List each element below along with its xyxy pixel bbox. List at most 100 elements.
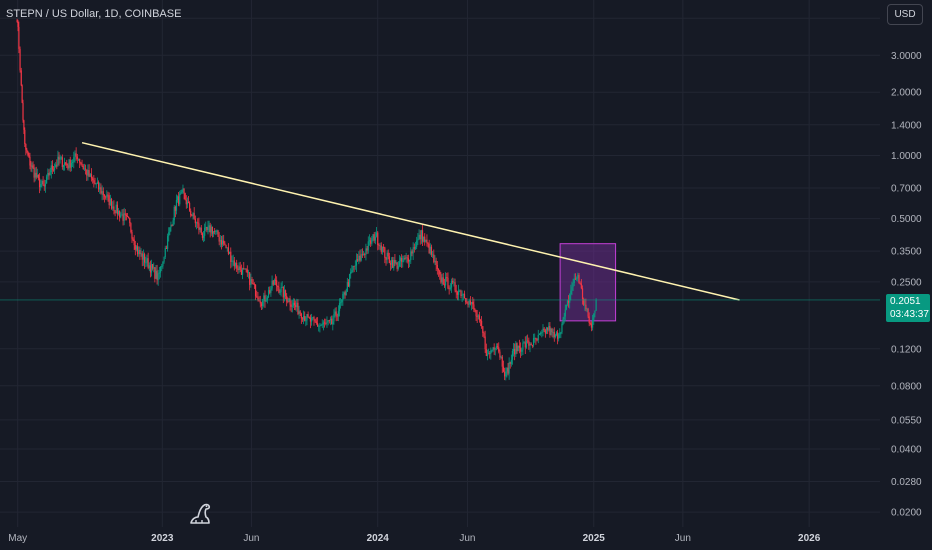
candle-body — [269, 290, 271, 293]
candle-body — [302, 316, 305, 320]
candle-body — [113, 206, 115, 211]
candle-body — [371, 238, 373, 244]
candle-body — [159, 266, 162, 273]
candle-body — [500, 356, 502, 358]
candle-body — [499, 351, 501, 358]
candle-body — [565, 304, 567, 310]
candle-body — [205, 226, 207, 228]
candle-body — [21, 85, 23, 103]
candle-body — [247, 272, 250, 274]
candle-body — [509, 362, 511, 364]
candle-body — [175, 200, 178, 211]
candle-body — [448, 288, 450, 290]
candle-body — [584, 304, 586, 306]
candle-body — [74, 153, 76, 158]
candle-body — [206, 226, 208, 230]
candle-body — [419, 234, 421, 240]
time-axis[interactable]: May 2023 Jun 2024 Jun 2025 Jun 2026 — [8, 533, 820, 544]
candle-body — [390, 260, 393, 265]
candle-body — [209, 225, 211, 233]
candle-body — [103, 195, 106, 197]
candle-body — [53, 167, 56, 171]
currency-button[interactable]: USD — [887, 4, 923, 25]
candle-body — [326, 321, 328, 324]
candle-body — [107, 194, 109, 196]
candle-body — [121, 214, 123, 216]
candle-body — [387, 252, 389, 257]
trendline-drawing[interactable] — [81, 141, 740, 301]
candle-body — [105, 196, 107, 198]
candle-body — [174, 206, 176, 211]
candle-body — [266, 297, 268, 301]
candle-body — [185, 199, 187, 205]
candle-body — [446, 277, 448, 278]
candle-body — [542, 328, 544, 333]
candle-body — [528, 340, 530, 346]
candle-body — [93, 180, 95, 183]
candle-body — [418, 234, 420, 239]
candle-body — [120, 214, 122, 218]
candle-body — [168, 232, 170, 237]
candle-body — [515, 343, 517, 355]
candle-body — [527, 340, 529, 342]
candle-body — [16, 20, 18, 22]
candle-body — [478, 315, 480, 321]
candle-body — [231, 261, 233, 262]
candle-body — [338, 302, 341, 312]
candle-body — [57, 156, 59, 165]
candle-body — [328, 320, 330, 321]
price-tick-label: 0.0800 — [891, 381, 922, 392]
candle-body — [485, 349, 487, 356]
candle-body — [271, 280, 273, 289]
candle-body — [119, 210, 121, 218]
candle-body — [441, 277, 443, 283]
candle-body — [457, 290, 460, 295]
candle-body — [42, 180, 44, 185]
candle-body — [291, 305, 293, 307]
candle-body — [210, 226, 212, 233]
candle-body — [549, 325, 551, 335]
candle-body — [139, 249, 141, 255]
candle-body — [41, 180, 43, 185]
candle-body — [62, 165, 65, 167]
candle-body — [47, 172, 49, 177]
candle-body — [521, 349, 523, 352]
candle-body — [88, 170, 90, 177]
candle-body — [493, 347, 495, 350]
candle-body — [570, 290, 572, 295]
candle-body — [333, 314, 335, 322]
candle-body — [507, 367, 509, 374]
candle-body — [162, 261, 164, 267]
candle-body — [76, 156, 78, 160]
trendline[interactable] — [81, 141, 740, 301]
candle-body — [545, 327, 548, 334]
price-tick-label: 0.7000 — [891, 183, 922, 194]
candle-body — [274, 279, 277, 281]
tradingview-dino-icon[interactable] — [188, 500, 214, 526]
candle-body — [305, 320, 307, 322]
candle-body — [593, 313, 595, 320]
candle-body — [395, 262, 397, 264]
candle-body — [153, 267, 155, 269]
candle-body — [486, 354, 489, 356]
candle-body — [218, 236, 220, 242]
candle-body — [163, 256, 165, 262]
candle-body — [366, 248, 368, 251]
candle-body — [502, 366, 505, 372]
candle-body — [292, 302, 295, 306]
candle-body — [201, 233, 204, 238]
candle-body — [523, 342, 525, 344]
candle-body — [474, 309, 476, 311]
candle-body — [505, 371, 507, 377]
candle-body — [473, 304, 475, 310]
candle-body — [114, 210, 116, 214]
time-tick-label: 2026 — [798, 533, 821, 544]
candle-body — [525, 340, 528, 348]
candle-body — [411, 251, 413, 254]
candle-body — [211, 226, 214, 234]
candle-body — [329, 318, 332, 321]
candle-body — [405, 257, 407, 259]
candle-body — [144, 254, 146, 263]
candle-body — [60, 157, 62, 159]
